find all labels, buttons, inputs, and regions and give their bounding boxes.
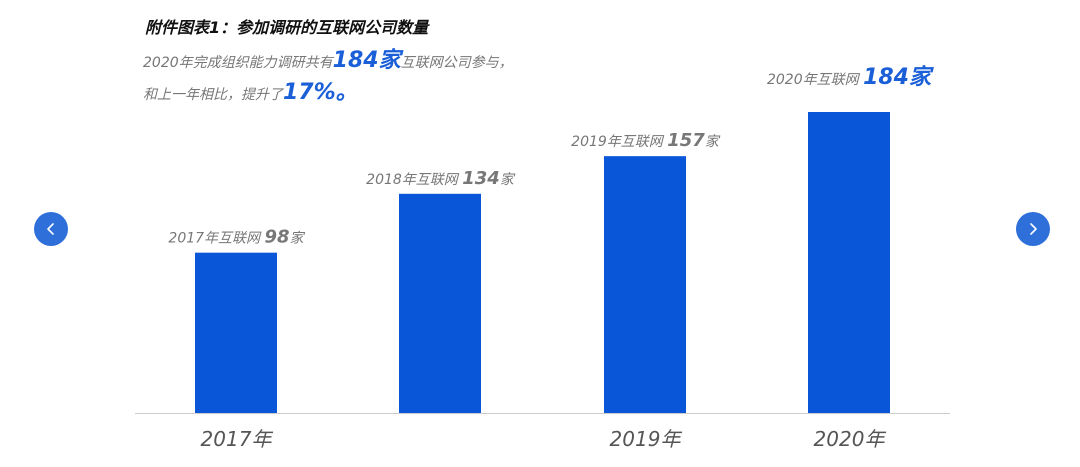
summary-line-2: 和上一年相比，提升了17%。 xyxy=(143,78,513,110)
bar-data-label: 2018年互联网 134家 xyxy=(366,168,516,189)
chart-title: 附件图表1：参加调研的互联网公司数量 xyxy=(145,18,429,37)
bar-label-suffix: 家 xyxy=(909,64,934,90)
bar-label-value: 157 xyxy=(667,130,705,151)
carousel-next-button[interactable] xyxy=(1016,212,1050,246)
bar-data-label: 2019年互联网 157家 xyxy=(571,130,721,151)
bar-data-label: 2017年互联网 98家 xyxy=(168,227,305,248)
bar-label-suffix: 家 xyxy=(290,231,306,247)
bar xyxy=(195,252,277,413)
bar-label-prefix: 2018年互联网 xyxy=(366,172,462,188)
summary-line1-pre: 2020年完成组织能力调研共有 xyxy=(143,55,333,71)
x-tick-label: 2017年 xyxy=(201,427,274,451)
carousel-prev-button[interactable] xyxy=(34,212,68,246)
chevron-right-icon xyxy=(1030,223,1037,235)
summary-line1-post: 互联网公司参与， xyxy=(400,55,513,71)
bar-label-prefix: 2017年互联网 xyxy=(168,231,264,247)
bar xyxy=(808,112,890,413)
bar xyxy=(604,156,686,414)
bar-label-value: 184 xyxy=(863,65,909,90)
company-count-highlight: 184家 xyxy=(332,48,401,73)
bar-label-value: 134 xyxy=(462,168,500,189)
growth-percent-highlight: 17%。 xyxy=(283,80,358,105)
bar-label-suffix: 家 xyxy=(705,134,721,150)
x-tick-label: 2020年 xyxy=(814,427,887,451)
bar-label-prefix: 2020年互联网 xyxy=(767,72,863,88)
bar-label-prefix: 2019年互联网 xyxy=(571,134,667,150)
chevron-left-icon xyxy=(47,223,54,235)
bar-label-value: 98 xyxy=(265,227,290,248)
bar-label-suffix: 家 xyxy=(500,172,516,188)
bar xyxy=(399,193,481,413)
x-tick-label: 2019年 xyxy=(610,427,683,451)
summary-line-1: 2020年完成组织能力调研共有184家互联网公司参与， xyxy=(143,46,513,78)
summary-line2-pre: 和上一年相比，提升了 xyxy=(143,87,283,103)
summary-text: 2020年完成组织能力调研共有184家互联网公司参与， 和上一年相比，提升了17… xyxy=(143,46,513,110)
bar-data-label: 2020年互联网 184家 xyxy=(767,64,934,90)
